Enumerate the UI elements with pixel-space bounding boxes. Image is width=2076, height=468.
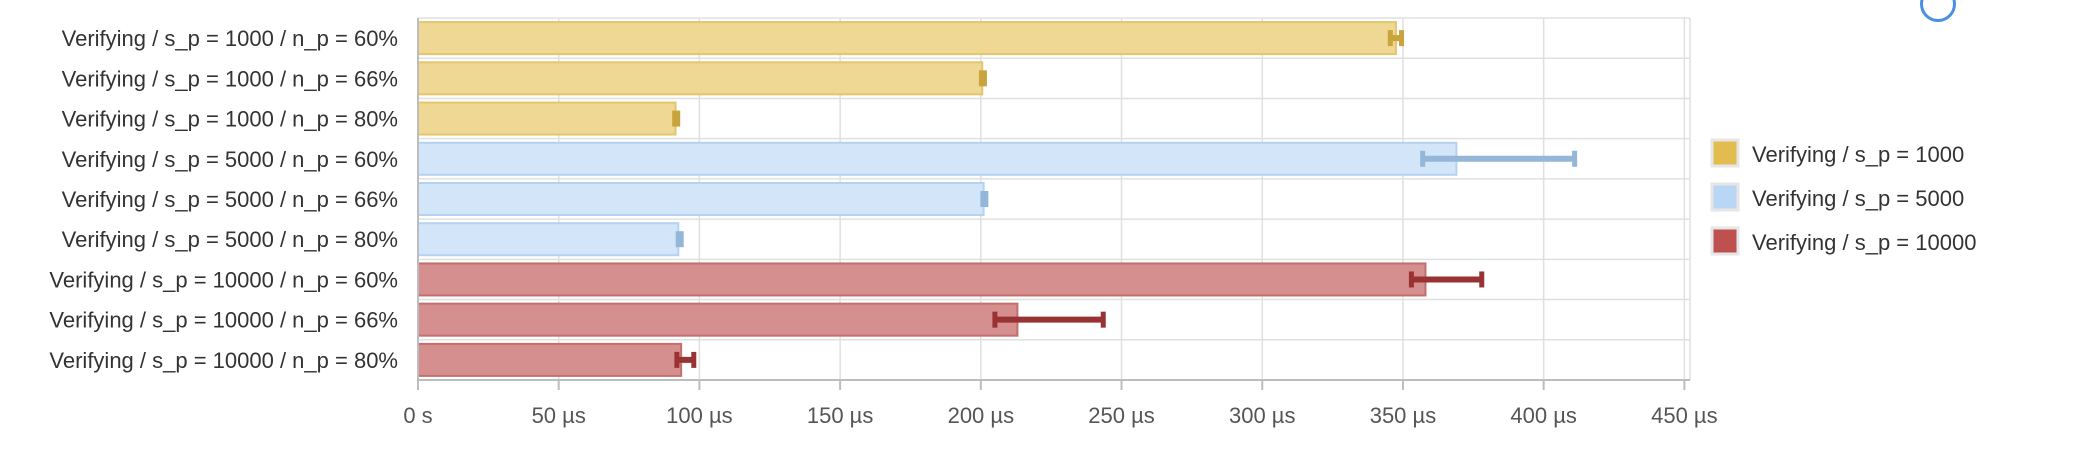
y-tick-label: Verifying / s_p = 1000 / n_p = 66% — [62, 66, 398, 91]
bar[interactable] — [417, 222, 680, 257]
bar[interactable] — [417, 342, 683, 377]
error-bar — [992, 311, 1106, 328]
x-tick-label: 450 µs — [1651, 403, 1718, 428]
y-tick-label: Verifying / s_p = 10000 / n_p = 60% — [49, 267, 398, 292]
legend-swatch — [1710, 182, 1740, 212]
y-tick-label: Verifying / s_p = 1000 / n_p = 80% — [62, 107, 398, 132]
x-tick-label: 0 s — [403, 403, 432, 428]
x-tick-label: 400 µs — [1510, 403, 1577, 428]
bar[interactable] — [417, 182, 985, 216]
error-bar — [1387, 30, 1405, 47]
y-tick-label: Verifying / s_p = 5000 / n_p = 66% — [62, 187, 398, 212]
bar[interactable] — [417, 101, 677, 136]
x-tick-label: 300 µs — [1229, 403, 1296, 428]
x-tick-label: 50 µs — [532, 403, 586, 428]
x-tick-label: 350 µs — [1370, 403, 1437, 428]
bar[interactable] — [417, 262, 1427, 297]
x-tick-label: 100 µs — [666, 403, 733, 428]
y-tick-label: Verifying / s_p = 10000 / n_p = 66% — [49, 308, 398, 333]
y-tick-label: Verifying / s_p = 5000 / n_p = 80% — [62, 227, 398, 252]
legend-item[interactable]: Verifying / s_p = 1000 — [1710, 138, 1964, 168]
legend-item[interactable]: Verifying / s_p = 5000 — [1710, 182, 1964, 212]
bar[interactable] — [417, 141, 1458, 176]
axis-layer: 0 s 50 µs 100 µs 150 µs 200 µs 250 µs 300 µs 35… — [49, 18, 1718, 428]
legend-label: Verifying / s_p = 10000 — [1752, 230, 1976, 255]
x-tick-label: 200 µs — [948, 403, 1015, 428]
y-tick-label: Verifying / s_p = 10000 / n_p = 80% — [49, 348, 398, 373]
legend-swatch — [1710, 226, 1740, 256]
bar[interactable] — [417, 302, 1019, 337]
error-bar — [1408, 271, 1485, 288]
error-bar — [978, 70, 987, 87]
info-icon[interactable] — [1920, 0, 1956, 22]
y-tick-label: Verifying / s_p = 1000 / n_p = 60% — [62, 26, 398, 51]
legend-label: Verifying / s_p = 5000 — [1752, 186, 1964, 211]
x-tick-label: 250 µs — [1088, 403, 1155, 428]
error-bar — [1420, 150, 1578, 167]
y-tick-label: Verifying / s_p = 5000 / n_p = 60% — [62, 147, 398, 172]
bar-layer — [417, 21, 1578, 377]
grid-layer — [417, 17, 1691, 381]
bar[interactable] — [417, 61, 984, 96]
error-bar — [980, 191, 989, 207]
error-bar — [675, 231, 684, 248]
error-bar — [674, 351, 697, 368]
x-tick-label: 150 µs — [807, 403, 874, 428]
error-bar — [672, 110, 681, 127]
legend-label: Verifying / s_p = 1000 — [1752, 142, 1964, 167]
legend-item[interactable]: Verifying / s_p = 10000 — [1710, 226, 1976, 256]
legend: Verifying / s_p = 1000 Verifying / s_p = … — [1710, 138, 1976, 256]
bar[interactable] — [417, 21, 1397, 56]
legend-swatch — [1710, 138, 1740, 168]
